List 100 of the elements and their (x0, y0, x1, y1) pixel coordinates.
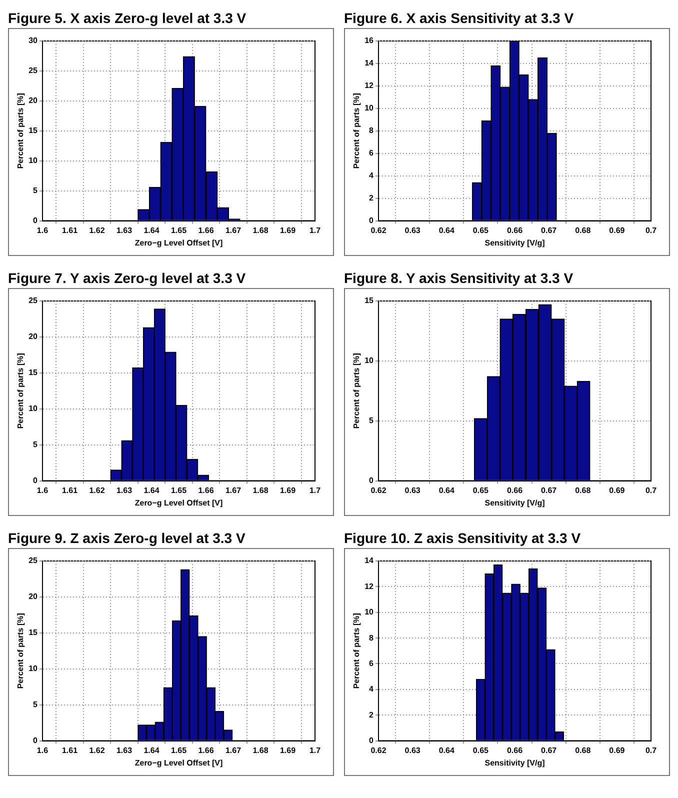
x-tick-label: 1.64 (144, 746, 160, 755)
y-tick-label: 0 (369, 216, 374, 226)
x-tick-label: 1.67 (225, 226, 242, 235)
x-tick-label: 0.62 (370, 486, 387, 495)
x-tick-label: 0.63 (404, 746, 421, 755)
x-tick-label: 0.65 (472, 226, 490, 235)
y-tick-label: 30 (28, 36, 38, 46)
x-axis-title: Sensitivity [V/g] (484, 758, 546, 768)
x-tick-label: 0.67 (541, 486, 558, 495)
x-tick-label: 1.61 (62, 226, 78, 235)
x-tick-label: 1.61 (62, 486, 78, 495)
y-tick-label: 15 (28, 126, 38, 136)
x-tick-label: 1.63 (116, 486, 133, 495)
x-tick-label: 0.62 (370, 746, 387, 755)
x-tick-label: 0.65 (472, 746, 490, 755)
x-tick-label: 1.7 (309, 746, 322, 755)
x-tick-label: 0.63 (404, 486, 421, 495)
x-tick-label: 0.69 (609, 226, 626, 235)
y-axis-title: Percent of parts [%] (352, 612, 362, 689)
y-tick-label: 20 (28, 332, 38, 342)
y-tick-label: 20 (28, 592, 38, 602)
y-tick-label: 6 (369, 658, 374, 668)
x-tick-label: 0.66 (506, 226, 524, 235)
x-tick-label: 0.65 (472, 486, 490, 495)
y-tick-label: 16 (364, 36, 374, 46)
x-tick-label: 0.68 (575, 226, 592, 235)
x-tick-label: 0.69 (609, 486, 626, 495)
y-tick-label: 0 (33, 476, 38, 486)
x-tick-label: 1.65 (170, 486, 188, 495)
y-tick-label: 10 (364, 608, 374, 617)
x-tick-label: 1.6 (36, 746, 49, 755)
y-axis-title: Percent of parts [%] (16, 612, 26, 689)
x-tick-label: 1.68 (252, 486, 269, 495)
x-tick-label: 0.64 (438, 226, 455, 235)
y-tick-label: 10 (28, 664, 38, 674)
y-tick-label: 10 (28, 404, 38, 414)
y-axis-title: Percent of parts [%] (16, 92, 26, 169)
x-tick-label: 1.65 (170, 226, 188, 235)
x-tick-label: 0.67 (541, 746, 558, 755)
x-tick-label: 1.62 (89, 746, 106, 755)
x-tick-label: 1.6 (36, 486, 49, 495)
x-tick-label: 1.69 (280, 226, 296, 235)
y-tick-label: 2 (369, 710, 374, 720)
y-tick-label: 0 (369, 736, 374, 746)
y-tick-label: 25 (28, 66, 38, 76)
y-tick-label: 15 (28, 368, 38, 378)
y-tick-label: 25 (28, 556, 38, 566)
x-tick-label: 1.65 (170, 746, 188, 755)
x-tick-label: 1.69 (280, 746, 296, 755)
y-tick-label: 15 (364, 296, 374, 306)
x-tick-label: 0.7 (645, 226, 658, 235)
y-tick-label: 5 (33, 700, 38, 710)
y-tick-label: 8 (369, 633, 374, 642)
x-tick-label: 1.66 (198, 486, 214, 495)
y-tick-label: 14 (364, 556, 374, 566)
x-tick-label: 1.7 (309, 486, 322, 495)
x-axis-title: Zero−g Level Offset [V] (134, 238, 223, 248)
x-axis-title: Zero−g Level Offset [V] (134, 498, 223, 508)
chart-title: Figure 7. Y axis Zero-g level at 3.3 V (8, 269, 247, 288)
x-tick-label: 1.67 (225, 746, 242, 755)
y-tick-label: 15 (28, 628, 38, 638)
x-tick-label: 0.63 (404, 226, 421, 235)
x-tick-label: 1.62 (89, 486, 106, 495)
y-tick-label: 10 (28, 156, 38, 166)
x-tick-label: 0.64 (438, 486, 455, 495)
x-tick-label: 1.63 (116, 226, 133, 235)
chart-title: Figure 9. Z axis Zero-g level at 3.3 V (8, 529, 246, 548)
y-tick-label: 6 (369, 148, 374, 158)
y-tick-label: 5 (33, 186, 38, 196)
x-tick-label: 1.6 (36, 226, 49, 235)
x-tick-label: 0.67 (541, 226, 558, 235)
x-tick-label: 1.64 (144, 486, 160, 495)
y-axis-title: Percent of parts [%] (352, 92, 362, 169)
y-tick-label: 20 (28, 96, 38, 106)
y-tick-label: 8 (369, 126, 374, 136)
x-tick-label: 1.66 (198, 746, 214, 755)
x-tick-label: 0.7 (645, 746, 658, 755)
x-tick-label: 1.67 (225, 486, 242, 495)
y-tick-label: 10 (364, 356, 374, 366)
x-tick-label: 1.68 (252, 746, 269, 755)
x-tick-label: 0.69 (609, 746, 626, 755)
x-tick-label: 0.66 (506, 486, 524, 495)
x-tick-label: 1.7 (309, 226, 322, 235)
chart-title: Figure 10. Z axis Sensitivity at 3.3 V (344, 529, 582, 548)
x-tick-label: 0.66 (506, 746, 524, 755)
y-tick-label: 0 (33, 736, 38, 746)
x-tick-label: 1.62 (89, 226, 106, 235)
y-tick-label: 10 (364, 104, 374, 113)
y-tick-label: 4 (369, 171, 374, 180)
chart-title: Figure 6. X axis Sensitivity at 3.3 V (344, 9, 575, 28)
chart-title: Figure 5. X axis Zero-g level at 3.3 V (8, 9, 248, 28)
x-tick-label: 0.68 (575, 486, 592, 495)
y-axis-title: Percent of parts [%] (352, 352, 362, 429)
x-tick-label: 0.64 (438, 746, 455, 755)
x-tick-label: 1.68 (252, 226, 269, 235)
x-tick-label: 1.61 (62, 746, 78, 755)
x-axis-title: Sensitivity [V/g] (484, 238, 546, 248)
y-tick-label: 14 (364, 58, 374, 68)
y-tick-label: 2 (369, 194, 374, 203)
x-axis-title: Sensitivity [V/g] (484, 498, 546, 508)
